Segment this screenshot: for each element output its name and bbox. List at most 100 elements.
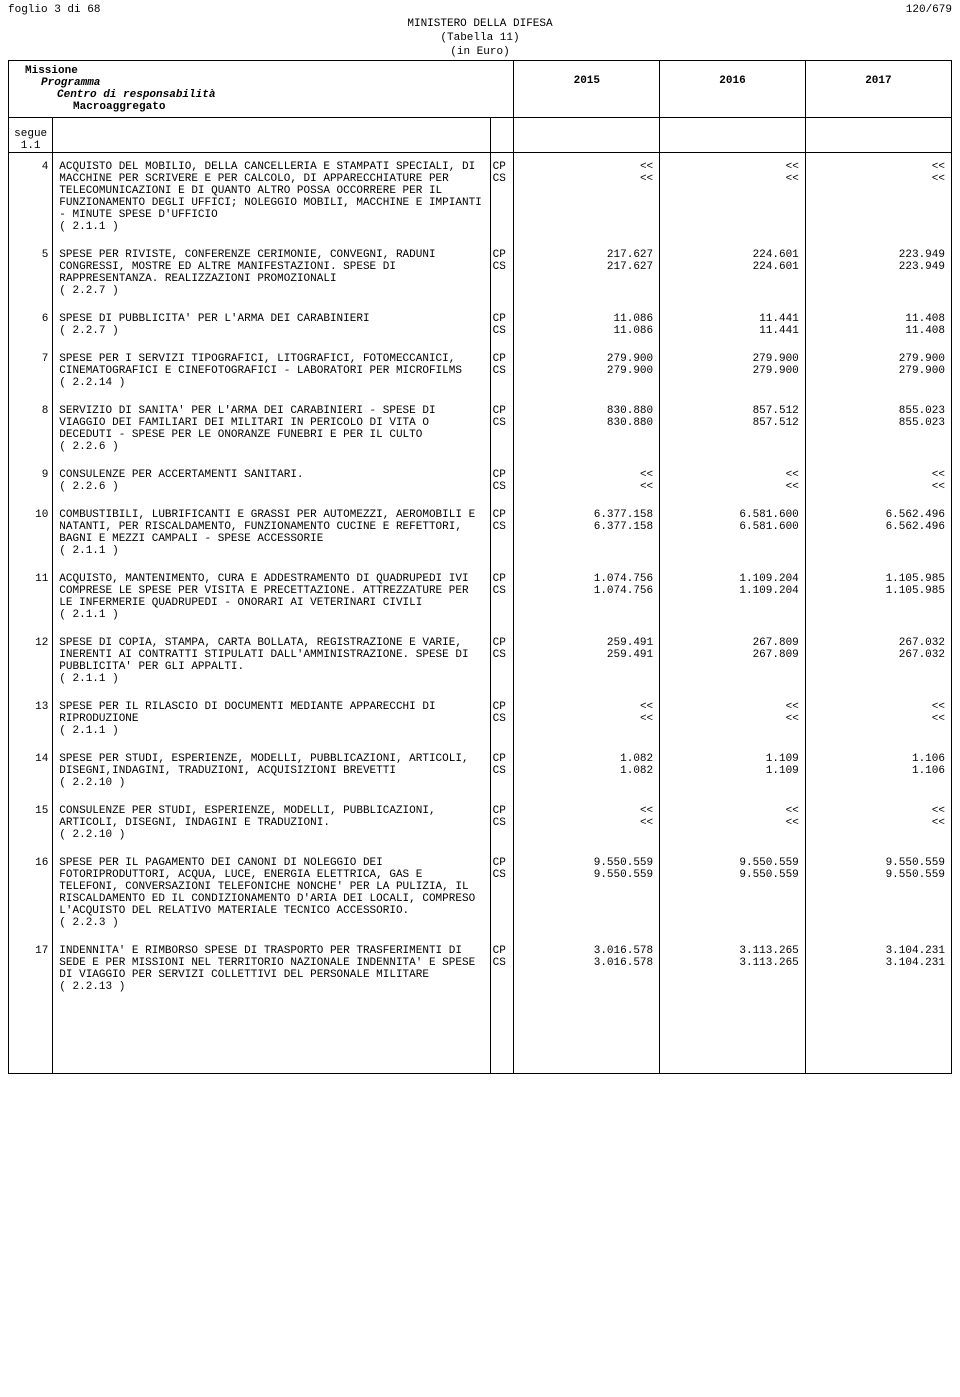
table-row: 14SPESE PER STUDI, ESPERIENZE, MODELLI, …	[9, 745, 951, 797]
row-value: << <<	[660, 153, 806, 242]
row-index: 11	[9, 565, 53, 629]
row-value: 857.512 857.512	[660, 397, 806, 461]
row-value: 279.900 279.900	[514, 345, 660, 397]
row-cp-cs: CP CS	[490, 565, 514, 629]
segue-spacer-v2	[660, 118, 806, 153]
row-value: 259.491 259.491	[514, 629, 660, 693]
row-index: 8	[9, 397, 53, 461]
row-value: 1.082 1.082	[514, 745, 660, 797]
row-value: 267.032 267.032	[805, 629, 951, 693]
row-value: << <<	[660, 797, 806, 849]
row-description: ACQUISTO, MANTENIMENTO, CURA E ADDESTRAM…	[53, 565, 490, 629]
row-description: SPESE PER IL RILASCIO DI DOCUMENTI MEDIA…	[53, 693, 490, 745]
table-row: 8SERVIZIO DI SANITA' PER L'ARMA DEI CARA…	[9, 397, 951, 461]
row-value: 855.023 855.023	[805, 397, 951, 461]
row-description: SPESE PER I SERVIZI TIPOGRAFICI, LITOGRA…	[53, 345, 490, 397]
row-value: 6.377.158 6.377.158	[514, 501, 660, 565]
hdr-centro: Centro di responsabilità	[25, 89, 505, 101]
table-row: 13SPESE PER IL RILASCIO DI DOCUMENTI MED…	[9, 693, 951, 745]
table-row: 7SPESE PER I SERVIZI TIPOGRAFICI, LITOGR…	[9, 345, 951, 397]
row-description: SPESE PER IL PAGAMENTO DEI CANONI DI NOL…	[53, 849, 490, 937]
foglio-label: foglio 3 di 68	[8, 4, 100, 16]
row-index: 13	[9, 693, 53, 745]
row-description: CONSULENZE PER ACCERTAMENTI SANITARI. ( …	[53, 461, 490, 501]
row-cp-cs: CP CS	[490, 153, 514, 242]
row-cp-cs: CP CS	[490, 397, 514, 461]
row-value: 224.601 224.601	[660, 241, 806, 305]
row-index: 14	[9, 745, 53, 797]
row-value: << <<	[514, 693, 660, 745]
row-value: 223.949 223.949	[805, 241, 951, 305]
row-index: 10	[9, 501, 53, 565]
row-value: << <<	[805, 153, 951, 242]
row-value: 9.550.559 9.550.559	[514, 849, 660, 937]
row-value: 6.562.496 6.562.496	[805, 501, 951, 565]
row-value: 1.109 1.109	[660, 745, 806, 797]
table-row: 12SPESE DI COPIA, STAMPA, CARTA BOLLATA,…	[9, 629, 951, 693]
row-value: << <<	[805, 693, 951, 745]
row-description: SPESE PER RIVISTE, CONFERENZE CERIMONIE,…	[53, 241, 490, 305]
tabella-label: (Tabella 11)	[8, 32, 952, 44]
row-cp-cs: CP CS	[490, 745, 514, 797]
segue-label: segue 1.1	[9, 118, 53, 153]
table-row: 10COMBUSTIBILI, LUBRIFICANTI E GRASSI PE…	[9, 501, 951, 565]
page-number: 120/679	[906, 4, 952, 16]
table-row: 16SPESE PER IL PAGAMENTO DEI CANONI DI N…	[9, 849, 951, 937]
row-cp-cs: CP CS	[490, 501, 514, 565]
row-value: << <<	[805, 797, 951, 849]
row-description: INDENNITA' E RIMBORSO SPESE DI TRASPORTO…	[53, 937, 490, 1073]
row-description: SPESE DI PUBBLICITA' PER L'ARMA DEI CARA…	[53, 305, 490, 345]
row-value: 3.113.265 3.113.265	[660, 937, 806, 1073]
row-value: << <<	[514, 461, 660, 501]
row-index: 17	[9, 937, 53, 1073]
row-value: 279.900 279.900	[805, 345, 951, 397]
hdr-macro: Macroaggregato	[25, 101, 505, 113]
hdr-year-2017: 2017	[805, 61, 951, 118]
table-row: 4ACQUISTO DEL MOBILIO, DELLA CANCELLERIA…	[9, 153, 951, 242]
segue-spacer-v1	[514, 118, 660, 153]
budget-table: Missione Programma Centro di responsabil…	[9, 61, 951, 1073]
row-cp-cs: CP CS	[490, 461, 514, 501]
segue-spacer-desc	[53, 118, 490, 153]
row-description: ACQUISTO DEL MOBILIO, DELLA CANCELLERIA …	[53, 153, 490, 242]
segue-spacer-v3	[805, 118, 951, 153]
row-description: SPESE DI COPIA, STAMPA, CARTA BOLLATA, R…	[53, 629, 490, 693]
row-value: 11.086 11.086	[514, 305, 660, 345]
row-value: 3.104.231 3.104.231	[805, 937, 951, 1073]
table-row: 9CONSULENZE PER ACCERTAMENTI SANITARI. (…	[9, 461, 951, 501]
row-value: 9.550.559 9.550.559	[805, 849, 951, 937]
segue-spacer-cp	[490, 118, 514, 153]
row-value: 1.106 1.106	[805, 745, 951, 797]
row-value: 1.105.985 1.105.985	[805, 565, 951, 629]
row-index: 15	[9, 797, 53, 849]
row-cp-cs: CP CS	[490, 305, 514, 345]
row-value: 9.550.559 9.550.559	[660, 849, 806, 937]
row-value: << <<	[660, 461, 806, 501]
row-value: 267.809 267.809	[660, 629, 806, 693]
table-row: 17INDENNITA' E RIMBORSO SPESE DI TRASPOR…	[9, 937, 951, 1073]
row-value: 217.627 217.627	[514, 241, 660, 305]
row-value: 11.408 11.408	[805, 305, 951, 345]
row-value: 1.074.756 1.074.756	[514, 565, 660, 629]
hdr-missione: Missione	[25, 65, 78, 77]
row-index: 7	[9, 345, 53, 397]
row-cp-cs: CP CS	[490, 241, 514, 305]
table-row: 6SPESE DI PUBBLICITA' PER L'ARMA DEI CAR…	[9, 305, 951, 345]
hdr-year-2015: 2015	[514, 61, 660, 118]
row-index: 16	[9, 849, 53, 937]
hdr-programma: Programma	[25, 77, 505, 89]
row-description: COMBUSTIBILI, LUBRIFICANTI E GRASSI PER …	[53, 501, 490, 565]
row-value: 830.880 830.880	[514, 397, 660, 461]
row-index: 12	[9, 629, 53, 693]
table-row: 11ACQUISTO, MANTENIMENTO, CURA E ADDESTR…	[9, 565, 951, 629]
row-description: SPESE PER STUDI, ESPERIENZE, MODELLI, PU…	[53, 745, 490, 797]
row-description: CONSULENZE PER STUDI, ESPERIENZE, MODELL…	[53, 797, 490, 849]
table-row: 15CONSULENZE PER STUDI, ESPERIENZE, MODE…	[9, 797, 951, 849]
budget-table-container: Missione Programma Centro di responsabil…	[8, 60, 952, 1074]
hdr-year-2016: 2016	[660, 61, 806, 118]
row-cp-cs: CP CS	[490, 937, 514, 1073]
row-value: << <<	[514, 797, 660, 849]
euro-label: (in Euro)	[8, 46, 952, 58]
row-value: << <<	[660, 693, 806, 745]
row-value: << <<	[805, 461, 951, 501]
